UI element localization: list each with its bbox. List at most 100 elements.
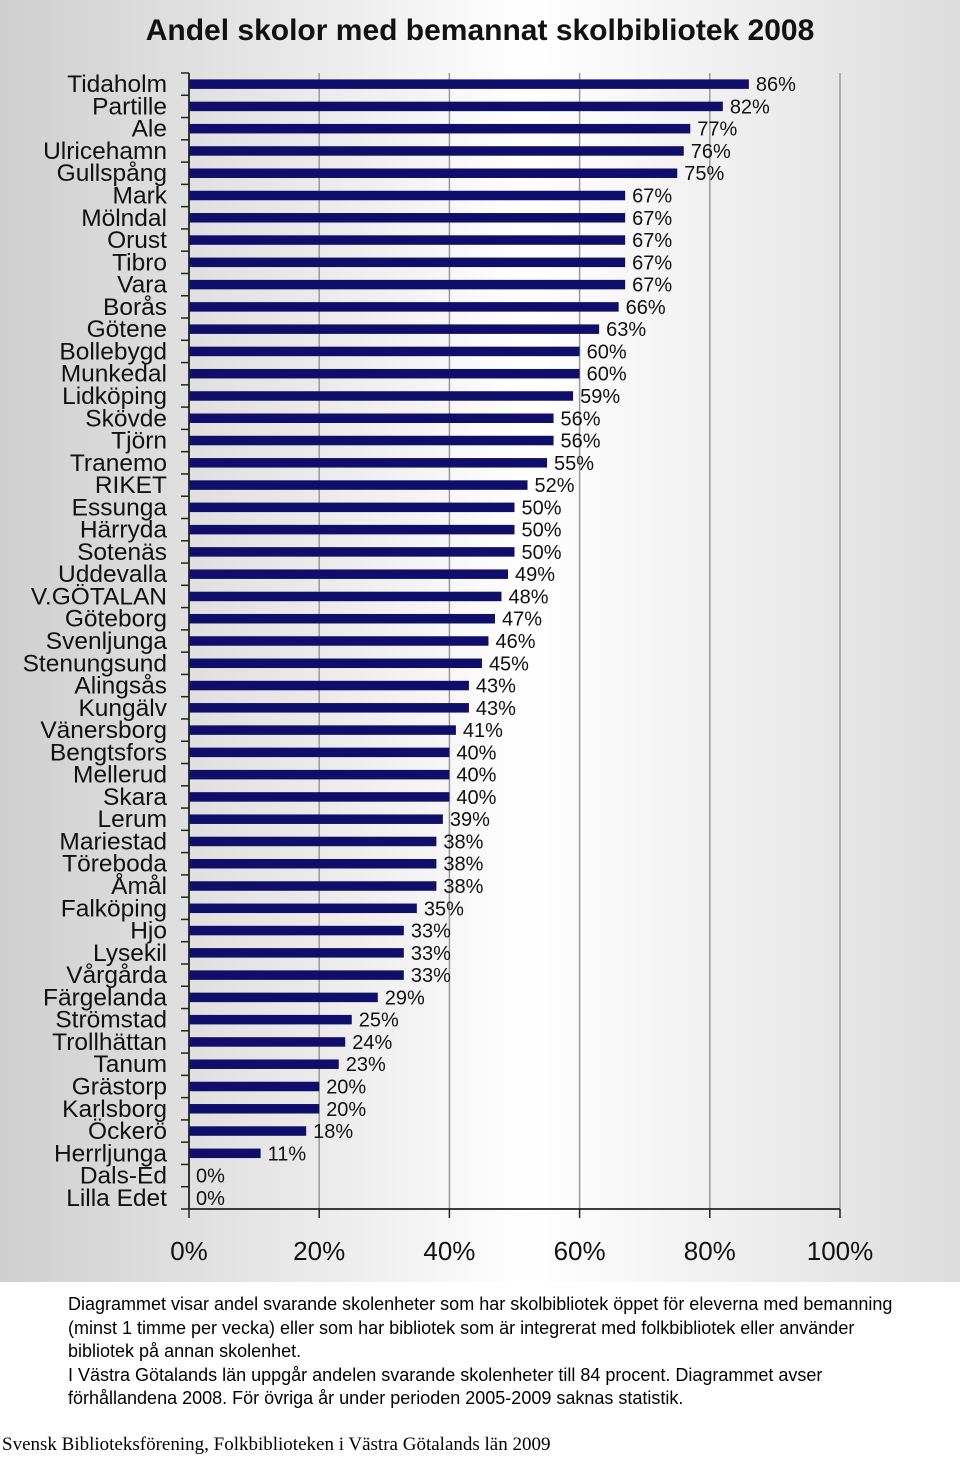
- bar-31: [189, 769, 450, 780]
- category-label-29: Vänersborg: [40, 717, 167, 744]
- category-label-46: Karlsborg: [62, 1096, 167, 1123]
- bar-3: [189, 146, 684, 156]
- bar-16: [189, 435, 554, 446]
- value-label-6: 67%: [632, 208, 672, 230]
- category-label-2: Ale: [132, 116, 167, 143]
- value-label-21: 50%: [522, 542, 562, 564]
- value-label-41: 29%: [385, 987, 425, 1009]
- value-label-11: 63%: [606, 319, 646, 341]
- bar-5: [189, 190, 626, 201]
- value-label-19: 50%: [522, 497, 562, 519]
- value-label-2: 77%: [697, 119, 737, 141]
- category-label-23: V.GÖTALAN: [31, 583, 167, 610]
- category-label-22: Uddevalla: [58, 561, 167, 588]
- category-label-12: Bollebygd: [59, 338, 167, 365]
- bar-1: [189, 101, 723, 112]
- value-label-36: 38%: [443, 876, 483, 898]
- value-label-23: 48%: [508, 586, 548, 608]
- category-label-47: Öckerö: [88, 1118, 167, 1145]
- value-label-38: 33%: [411, 921, 451, 943]
- value-label-17: 55%: [554, 453, 594, 475]
- category-label-7: Orust: [107, 227, 167, 254]
- bar-6: [189, 213, 626, 223]
- value-label-46: 20%: [326, 1099, 366, 1121]
- category-label-41: Färgelanda: [43, 984, 167, 1011]
- bar-8: [189, 257, 626, 268]
- bar-42: [189, 1014, 352, 1025]
- category-label-42: Strömstad: [55, 1007, 167, 1034]
- value-label-4: 75%: [684, 163, 724, 185]
- bar-41: [189, 992, 378, 1003]
- bar-12: [189, 346, 580, 357]
- value-label-48: 11%: [268, 1143, 307, 1165]
- value-label-9: 67%: [632, 275, 672, 297]
- bar-32: [189, 792, 450, 802]
- bar-24: [189, 613, 495, 624]
- category-label-18: RIKET: [95, 472, 167, 499]
- category-label-37: Falköping: [61, 895, 167, 922]
- bar-33: [189, 814, 443, 824]
- value-label-37: 35%: [424, 898, 464, 920]
- bar-13: [189, 368, 580, 379]
- value-label-28: 43%: [476, 698, 516, 720]
- value-label-47: 18%: [313, 1121, 353, 1143]
- category-label-35: Töreboda: [62, 851, 167, 878]
- x-tick-label-4: 80%: [684, 1236, 736, 1266]
- value-label-27: 43%: [476, 676, 516, 698]
- bar-43: [189, 1037, 346, 1047]
- chart-title: Andel skolor med bemannat skolbibliotek …: [145, 14, 815, 47]
- bar-35: [189, 858, 437, 869]
- category-label-28: Kungälv: [78, 695, 167, 722]
- bar-29: [189, 725, 456, 735]
- category-label-32: Skara: [103, 784, 167, 811]
- value-label-40: 33%: [411, 965, 451, 987]
- value-label-14: 59%: [580, 386, 620, 408]
- bar-11: [189, 324, 600, 334]
- category-label-14: Lidköping: [62, 383, 167, 410]
- value-label-39: 33%: [411, 943, 451, 965]
- bar-23: [189, 591, 502, 602]
- x-tick-label-2: 40%: [423, 1236, 475, 1266]
- bar-47: [189, 1126, 307, 1136]
- category-label-45: Grästorp: [72, 1073, 167, 1100]
- source-credit: Svensk Biblioteksförening, Folkbibliotek…: [2, 1434, 551, 1455]
- category-label-17: Tranemo: [70, 450, 167, 477]
- category-label-1: Partille: [92, 93, 167, 120]
- bar-40: [189, 970, 404, 980]
- category-label-3: Ulricehamn: [43, 138, 167, 165]
- bar-9: [189, 279, 626, 290]
- x-tick-label-1: 20%: [293, 1236, 345, 1266]
- value-label-16: 56%: [561, 431, 601, 453]
- value-label-33: 39%: [450, 809, 490, 831]
- category-label-43: Trollhättan: [52, 1029, 167, 1056]
- bar-44: [189, 1059, 339, 1069]
- bar-27: [189, 680, 469, 691]
- bar-chart: 86% Tidaholm 82% Partille 77% Ale 76% Ulriceham…: [23, 71, 874, 1266]
- caption-paragraph-2: I Västra Götalands län uppgår andelen sv…: [68, 1364, 823, 1409]
- bar-19: [189, 502, 515, 513]
- category-label-10: Borås: [103, 294, 167, 321]
- bar-30: [189, 747, 450, 758]
- category-label-40: Vårgårda: [66, 962, 167, 989]
- category-label-39: Lysekil: [93, 940, 167, 967]
- value-label-13: 60%: [587, 364, 627, 386]
- value-label-1: 82%: [730, 96, 770, 118]
- value-label-44: 23%: [346, 1054, 386, 1076]
- bar-20: [189, 524, 515, 535]
- category-label-33: Lerum: [98, 806, 167, 833]
- value-label-8: 67%: [632, 252, 672, 274]
- value-label-34: 38%: [443, 831, 483, 853]
- bar-18: [189, 480, 528, 490]
- value-label-15: 56%: [561, 408, 601, 430]
- bar-45: [189, 1081, 320, 1092]
- value-label-5: 67%: [632, 186, 672, 208]
- bar-14: [189, 391, 574, 401]
- value-label-0: 86%: [756, 74, 796, 96]
- category-label-13: Munkedal: [61, 361, 167, 388]
- value-label-10: 66%: [626, 297, 666, 319]
- value-label-26: 45%: [489, 653, 529, 675]
- value-label-42: 25%: [359, 1010, 399, 1032]
- category-label-34: Mariestad: [59, 828, 167, 855]
- category-label-38: Hjo: [130, 918, 167, 945]
- category-label-49: Dals-Ed: [80, 1163, 167, 1190]
